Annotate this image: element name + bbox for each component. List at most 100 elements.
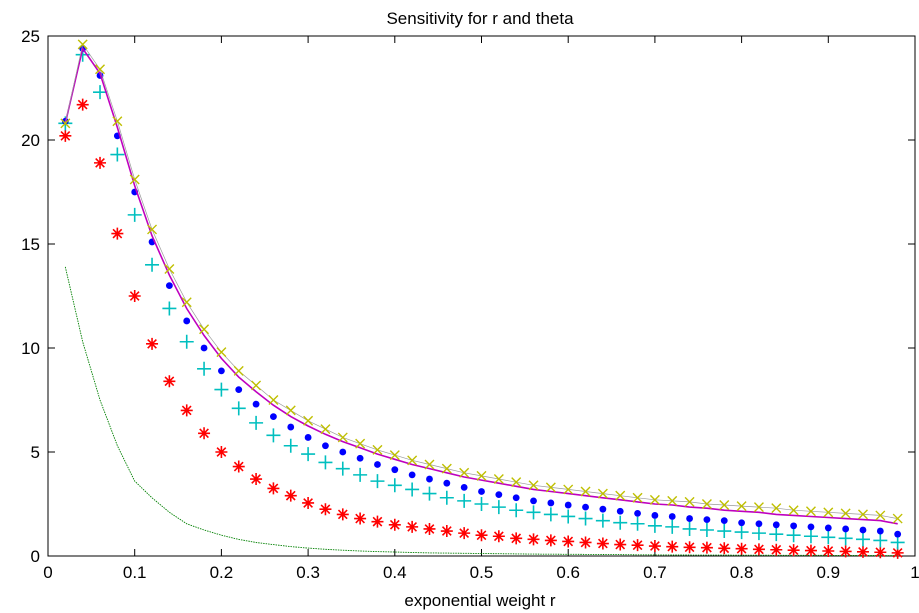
data-point-star: [354, 512, 367, 525]
data-point-plus: [821, 530, 836, 545]
data-point-x: [875, 510, 886, 521]
data-point-x: [337, 432, 348, 443]
x-tick-label: 0.2: [210, 563, 234, 582]
data-point-x: [823, 507, 834, 518]
data-point-dot: [668, 513, 676, 520]
data-point-plus: [613, 515, 628, 530]
data-point-star: [735, 542, 748, 555]
data-point-plus: [474, 497, 489, 511]
data-point-dot: [512, 494, 520, 502]
data-point-plus: [751, 526, 766, 541]
x-tick-label: 0.8: [730, 563, 754, 582]
data-point-plus: [526, 505, 541, 520]
data-point-dot: [564, 501, 572, 509]
data-point-x: [389, 450, 400, 461]
data-point-x: [632, 492, 643, 503]
data-point-x: [701, 499, 712, 509]
y-tick-label: 0: [31, 547, 40, 566]
y-tick-label: 15: [21, 235, 40, 254]
data-point-x: [112, 116, 123, 127]
data-point-plus: [543, 507, 558, 522]
data-point-plus: [509, 503, 524, 518]
data-point-star: [510, 532, 523, 545]
data-point-x: [216, 347, 227, 358]
data-point-star: [822, 545, 835, 558]
data-point-dot: [859, 526, 867, 534]
data-point-star: [527, 533, 540, 546]
data-point-star: [388, 518, 401, 531]
data-point-dot: [322, 442, 329, 450]
data-point-dot: [651, 512, 659, 519]
data-point-dot: [495, 491, 503, 499]
data-point-dot: [356, 454, 364, 462]
x-tick-label: 1: [910, 563, 919, 582]
series-line-x-marker: [64, 43, 898, 519]
data-point-x: [597, 488, 608, 499]
data-point-plus: [214, 382, 229, 397]
data-point-dot: [876, 527, 884, 535]
data-point-x: [771, 503, 782, 514]
data-point-star: [839, 545, 852, 558]
data-point-dot: [772, 521, 780, 529]
data-point-plus: [110, 147, 125, 162]
y-tick-label: 10: [21, 339, 40, 358]
data-point-dot: [374, 461, 381, 468]
data-point-star: [94, 156, 107, 169]
data-point-star: [232, 460, 245, 473]
data-point-x: [840, 508, 851, 519]
data-point-plus: [370, 474, 385, 489]
x-tick-label: 0.1: [123, 563, 147, 582]
data-point-star: [146, 337, 159, 350]
data-point-x: [251, 380, 262, 391]
data-point-x: [424, 459, 435, 470]
data-point-dot: [270, 413, 277, 421]
data-point-plus: [301, 447, 316, 462]
data-point-star: [180, 404, 193, 417]
data-point-star: [336, 508, 349, 521]
data-point-x: [511, 477, 522, 488]
data-point-star: [683, 541, 696, 554]
data-point-star: [752, 543, 765, 556]
data-point-x: [563, 484, 574, 495]
data-point-x: [753, 502, 764, 513]
data-point-x: [493, 474, 504, 485]
data-point-x: [407, 455, 418, 466]
data-point-plus: [734, 525, 749, 540]
x-tick-label: 0.3: [296, 563, 320, 582]
data-point-dot: [738, 519, 745, 527]
data-point-plus: [855, 532, 870, 547]
data-point-dot: [200, 344, 208, 352]
data-point-plus: [491, 500, 506, 515]
axis-ticks: [47, 35, 916, 557]
data-point-x: [667, 495, 678, 506]
data-point-dot: [720, 517, 728, 525]
data-point-star: [787, 544, 800, 557]
data-point-star: [76, 98, 89, 111]
data-point-star: [440, 525, 453, 538]
series-x-marker: [60, 39, 903, 524]
data-point-x: [805, 506, 816, 517]
x-tick-label: 0.9: [816, 563, 840, 582]
data-point-plus: [387, 478, 402, 493]
data-point-x: [684, 496, 695, 507]
x-tick-label: 0: [43, 563, 52, 582]
data-point-star: [319, 503, 332, 516]
x-tick-label: 0.4: [383, 563, 407, 582]
data-point-plus: [162, 301, 177, 316]
data-point-star: [700, 541, 713, 554]
data-point-dot: [443, 479, 451, 487]
data-point-star: [856, 545, 869, 558]
data-point-plus: [197, 361, 212, 376]
data-point-x: [147, 224, 158, 235]
data-point-plus: [717, 524, 732, 539]
data-point-star: [250, 473, 263, 486]
y-tick-label: 20: [21, 131, 40, 150]
plot-frame: [47, 35, 916, 557]
data-point-plus: [682, 521, 697, 536]
y-tick-label: 5: [31, 443, 40, 462]
data-point-x: [355, 438, 366, 449]
data-point-plus: [405, 482, 420, 497]
data-point-dot: [807, 523, 815, 531]
